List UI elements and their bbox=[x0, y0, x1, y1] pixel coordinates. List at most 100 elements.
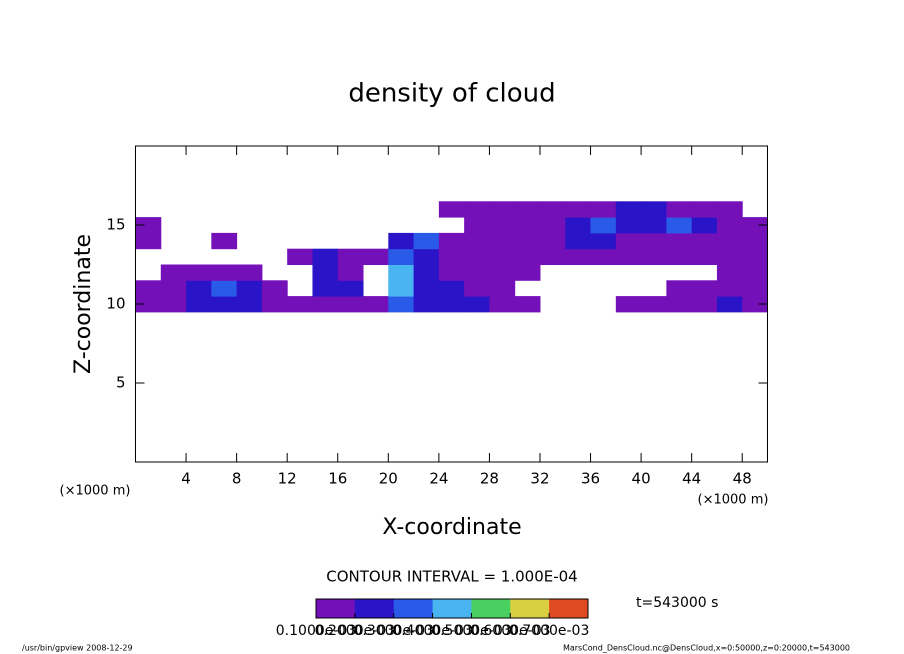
x-unit: (×1000 m) bbox=[60, 484, 131, 499]
contour-cell bbox=[464, 296, 490, 313]
contour-cell bbox=[464, 232, 490, 250]
colorbar-band bbox=[354, 599, 395, 618]
contour-interval: CONTOUR INTERVAL = 1.000E-04 bbox=[326, 568, 577, 586]
contour-cell bbox=[388, 248, 415, 265]
contour-cell bbox=[716, 248, 743, 265]
contour-cell bbox=[641, 248, 667, 265]
contour-cell bbox=[337, 264, 364, 281]
x-unit: (×1000 m) bbox=[698, 493, 769, 508]
contour-cell bbox=[438, 201, 465, 218]
contour-cell bbox=[641, 296, 667, 313]
colorbar-band bbox=[432, 599, 472, 618]
contour-cell bbox=[565, 217, 592, 234]
colorbar-tick-label: 0.1000e-03 bbox=[276, 623, 356, 639]
x-tick-label: 12 bbox=[278, 470, 297, 488]
contour-cell bbox=[666, 280, 693, 297]
colorbar-frame bbox=[315, 598, 589, 619]
contour-cell bbox=[363, 248, 389, 265]
contour-cell bbox=[489, 296, 516, 313]
contour-cell bbox=[590, 217, 617, 234]
contour-cell bbox=[464, 248, 490, 265]
contour-cell bbox=[716, 232, 743, 250]
contour-cell bbox=[615, 296, 642, 313]
colorbar-tick-label: 0.6000e-03 bbox=[470, 623, 550, 639]
x-tick-label: 36 bbox=[581, 470, 600, 488]
colorbar-tick-label: 0.2000e-03 bbox=[315, 623, 395, 639]
x-tick-label: 4 bbox=[181, 470, 191, 488]
contour-cell bbox=[236, 280, 263, 297]
contour-cell bbox=[388, 264, 415, 281]
contour-cell bbox=[539, 248, 566, 265]
contour-cell bbox=[236, 264, 263, 281]
contour-cell bbox=[691, 280, 718, 297]
contour-cell bbox=[742, 217, 768, 234]
contour-cell bbox=[438, 248, 465, 265]
contour-cell bbox=[413, 232, 440, 250]
colorbar-tick-label: 0.3000e-03 bbox=[353, 623, 433, 639]
contour-cell bbox=[186, 296, 212, 313]
contour-cell bbox=[666, 296, 693, 313]
contour-cell bbox=[388, 280, 415, 297]
colorbar-band bbox=[510, 599, 550, 618]
time-label: t=543000 s bbox=[636, 595, 718, 611]
contour-cell bbox=[565, 201, 592, 218]
contour-cell bbox=[539, 217, 566, 234]
colorbar-band bbox=[471, 599, 511, 618]
contour-cell bbox=[236, 296, 263, 313]
contour-cell bbox=[514, 248, 541, 265]
contour-cell bbox=[337, 280, 364, 297]
y-tick-label: 15 bbox=[106, 216, 125, 234]
contour-cell bbox=[413, 280, 440, 297]
x-tick-label: 44 bbox=[682, 470, 701, 488]
contour-cell bbox=[514, 232, 541, 250]
contour-cell bbox=[413, 296, 440, 313]
colorbar-tick-label: 0.5000e-03 bbox=[431, 623, 511, 639]
contour-cell bbox=[742, 264, 768, 281]
contour-cell bbox=[413, 248, 440, 265]
contour-cell bbox=[211, 280, 238, 297]
contour-cell bbox=[438, 296, 465, 313]
contour-cell bbox=[691, 232, 718, 250]
contour-cell bbox=[641, 232, 667, 250]
x-tick-label: 24 bbox=[429, 470, 448, 488]
contour-cell bbox=[716, 264, 743, 281]
contour-cell bbox=[489, 217, 516, 234]
contour-cell bbox=[388, 232, 415, 250]
contour-cell bbox=[312, 248, 339, 265]
contour-cell bbox=[514, 217, 541, 234]
contour-cell bbox=[539, 232, 566, 250]
contour-cell bbox=[666, 248, 693, 265]
contour-cell bbox=[666, 217, 693, 234]
contour-cell bbox=[186, 264, 212, 281]
contour-cell bbox=[716, 217, 743, 234]
contour-cell bbox=[590, 201, 617, 218]
colorbar-tick-label: 0.7000e-03 bbox=[509, 623, 589, 639]
contour-cell bbox=[565, 232, 592, 250]
contour-cell bbox=[716, 280, 743, 297]
contour-cell bbox=[590, 232, 617, 250]
x-tick-label: 40 bbox=[632, 470, 651, 488]
contour-cell bbox=[312, 280, 339, 297]
x-tick-label: 8 bbox=[232, 470, 242, 488]
contour-cell bbox=[312, 296, 339, 313]
contour-cell bbox=[615, 248, 642, 265]
contour-cell bbox=[514, 296, 541, 313]
contour-cell bbox=[489, 248, 516, 265]
chart-title: density of cloud bbox=[348, 79, 555, 109]
contour-cell bbox=[742, 296, 768, 313]
contour-cell bbox=[160, 280, 187, 297]
contour-cell bbox=[716, 201, 743, 218]
contour-cell bbox=[363, 296, 389, 313]
y-axis-label: Z-coordinate bbox=[71, 234, 96, 374]
contour-cell bbox=[464, 217, 490, 234]
contour-cell bbox=[287, 296, 313, 313]
x-tick-label: 16 bbox=[328, 470, 347, 488]
contour-cell bbox=[337, 248, 364, 265]
contour-cell bbox=[211, 296, 238, 313]
x-tick-label: 28 bbox=[480, 470, 499, 488]
contour-cell bbox=[464, 201, 490, 218]
contour-cell bbox=[160, 296, 187, 313]
contour-cell bbox=[438, 232, 465, 250]
contour-cell bbox=[742, 280, 768, 297]
